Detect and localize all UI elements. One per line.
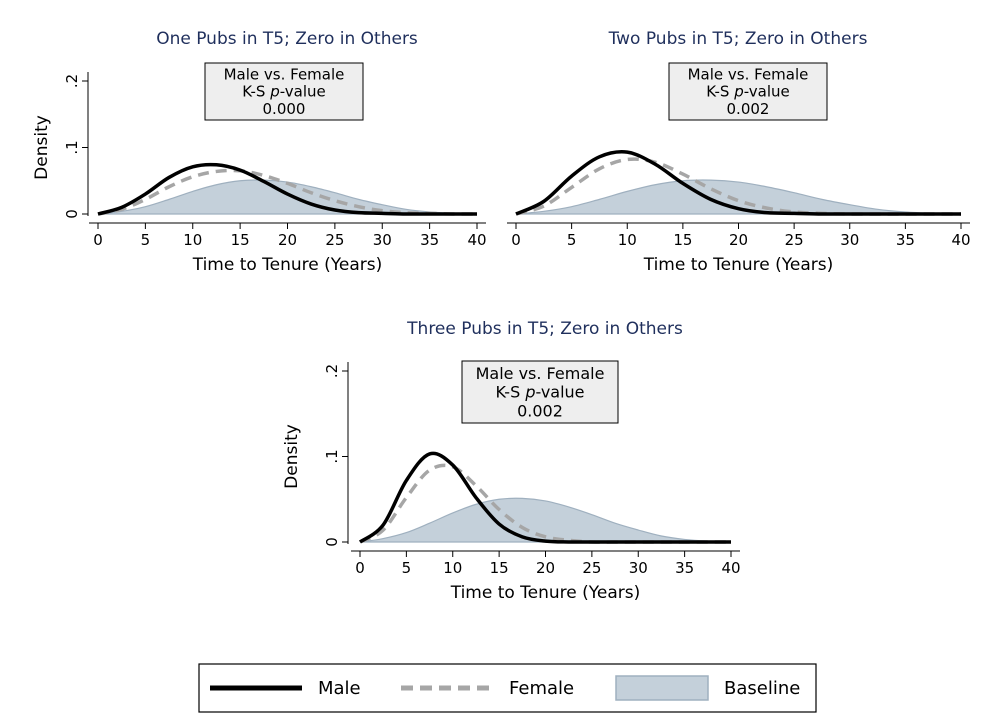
x-tick-label: 0 [511, 231, 521, 249]
y-tick-label: .1 [323, 449, 341, 463]
x-axis-label: Time to Tenure (Years) [192, 255, 383, 275]
y-tick-label: .2 [323, 364, 341, 378]
x-tick-label: 10 [618, 231, 637, 249]
x-tick-label: 40 [721, 559, 740, 577]
x-axis-label: Time to Tenure (Years) [643, 255, 834, 275]
legend-female-label: Female [509, 678, 574, 699]
y-axis-label: Density [282, 424, 302, 489]
panel-3: Three Pubs in T5; Zero in Others 0 5 10 15 20… [282, 319, 741, 603]
x-tick-label: 5 [141, 231, 151, 249]
panel-title: Two Pubs in T5; Zero in Others [608, 29, 868, 49]
x-tick-label: 5 [567, 231, 577, 249]
y-tick-label: 0 [63, 209, 81, 219]
ks-pvalue: 0.002 [517, 401, 563, 420]
male-line [97, 162, 477, 216]
x-tick-label: 30 [629, 559, 648, 577]
ks-pvalue: 0.002 [727, 100, 770, 118]
ks-annotation-line2: K-S p-value [706, 83, 789, 101]
x-tick-label: 35 [896, 231, 915, 249]
panels: One Pubs in T5; Zero in Others 0 5 10 15 20 25… [32, 29, 971, 603]
x-tick-label: 25 [325, 231, 344, 249]
male-line [358, 451, 731, 544]
ks-annotation-line2: K-S p-value [242, 83, 325, 101]
x-tick-label: 15 [490, 559, 509, 577]
panel-1: One Pubs in T5; Zero in Others 0 5 10 15 20 25… [32, 29, 487, 275]
panel-2: Two Pubs in T5; Zero in Others 0 5 10 15 20 25… [507, 29, 971, 275]
male-line [515, 150, 961, 216]
ks-annotation-box [204, 62, 364, 121]
x-tick-label: 35 [420, 231, 439, 249]
x-tick-label: 15 [673, 231, 692, 249]
baseline-area [515, 179, 962, 215]
x-tick-label: 20 [536, 559, 555, 577]
legend-baseline-label: Baseline [724, 678, 800, 699]
x-tick-label: 0 [355, 559, 365, 577]
x-tick-label: 40 [951, 231, 970, 249]
legend: Male Female Baseline [198, 663, 817, 713]
x-tick-label: 25 [582, 559, 601, 577]
x-tick-label: 20 [278, 231, 297, 249]
y-tick-label: .2 [63, 74, 81, 88]
panel-title: Three Pubs in T5; Zero in Others [406, 319, 683, 339]
ks-annotation-line1: Male vs. Female [688, 65, 809, 83]
y-tick-label: .1 [63, 140, 81, 154]
x-tick-label: 10 [443, 559, 462, 577]
ks-annotation-line2: K-S p-value [495, 383, 584, 402]
ks-pvalue: 0.000 [263, 100, 306, 118]
panel-title: One Pubs in T5; Zero in Others [156, 29, 418, 49]
x-tick-label: 10 [183, 231, 202, 249]
x-tick-label: 20 [729, 231, 748, 249]
y-axis-label: Density [32, 115, 52, 180]
x-tick-label: 15 [231, 231, 250, 249]
legend-baseline-swatch [615, 675, 709, 701]
ks-annotation-box [461, 360, 619, 424]
legend-male-label: Male [318, 678, 361, 699]
x-tick-label: 5 [402, 559, 412, 577]
x-tick-label: 30 [373, 231, 392, 249]
y-tick-label: 0 [323, 537, 341, 547]
ks-annotation-box [668, 62, 828, 121]
x-tick-label: 30 [840, 231, 859, 249]
x-tick-label: 0 [93, 231, 103, 249]
ks-annotation-line1: Male vs. Female [476, 364, 605, 383]
ks-annotation-line1: Male vs. Female [224, 65, 345, 83]
x-tick-label: 25 [785, 231, 804, 249]
x-axis-label: Time to Tenure (Years) [450, 583, 641, 603]
x-tick-label: 40 [467, 231, 486, 249]
baseline-area [359, 497, 732, 543]
x-tick-label: 35 [675, 559, 694, 577]
